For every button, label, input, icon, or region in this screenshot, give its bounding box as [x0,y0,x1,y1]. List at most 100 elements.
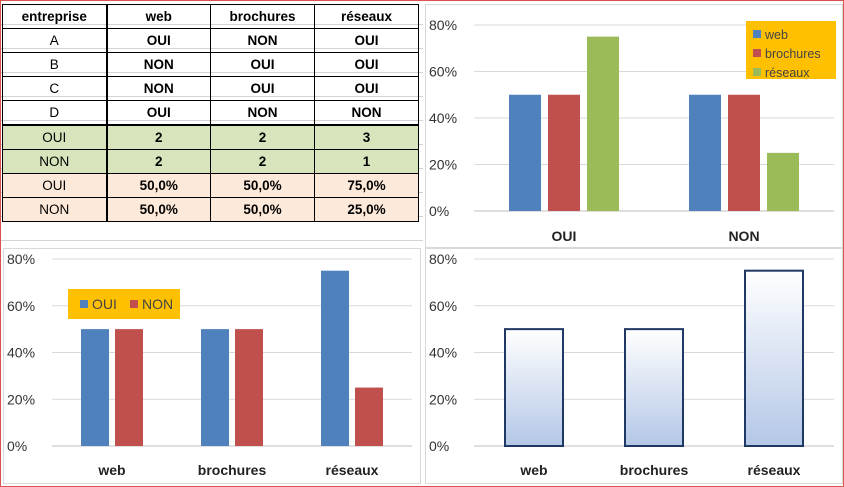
chart-by-channel[interactable]: 0% 20% 40% 60% 80% web brochures réseaux OUI NON [3,248,421,484]
legend-label: OUI [92,296,117,312]
x-tick-label: NON [728,228,759,244]
legend-swatch [80,300,88,308]
table-cell[interactable]: OUI [2,124,108,150]
count-row: NON 2 2 1 [2,149,419,174]
bar [321,270,349,446]
chart-svg: 0% 20% 40% 60% 80% web brochures réseaux [429,251,834,478]
y-tick-label: 0% [429,438,449,454]
legend-swatch [753,30,761,38]
table-cell[interactable]: 50,0% [106,173,211,198]
table-cell[interactable]: OUI [2,173,108,198]
table-cell[interactable]: OUI [314,28,419,53]
table-cell[interactable]: 25,0% [314,197,419,222]
bar [115,329,143,446]
x-tick-label: brochures [198,462,267,478]
y-tick-label: 20% [7,391,35,407]
table-row: A OUI NON OUI [2,28,419,53]
table-cell[interactable]: 50,0% [106,197,211,222]
table-cell[interactable]: 3 [314,124,419,150]
x-tick-label: web [519,462,547,478]
table-cell[interactable]: NON [106,52,211,77]
bar [744,269,804,447]
percent-row: NON 50,0% 50,0% 25,0% [2,197,419,222]
table-header-row: entreprise web brochures réseaux [2,4,419,29]
y-tick-label: 60% [429,64,457,80]
header-cell[interactable]: entreprise [2,4,108,29]
legend-label: réseaux [765,66,810,80]
table-row: B NON OUI OUI [2,52,419,77]
table-cell[interactable]: NON [314,100,419,126]
y-tick-label: 0% [7,438,27,454]
header-cell[interactable]: réseaux [314,4,419,29]
y-tick-label: 20% [429,157,457,173]
table-cell[interactable]: 2 [106,124,211,150]
table-cell[interactable]: OUI [106,28,211,53]
chart-svg: 0% 20% 40% 60% 80% OUI NON web brochures réseaux [429,17,836,244]
table-cell[interactable]: NON [210,100,315,126]
y-tick-label: 40% [429,345,457,361]
x-tick-label: web [97,462,125,478]
x-tick-label: OUI [552,228,577,244]
legend-swatch [753,49,761,57]
table-cell[interactable]: OUI [106,100,211,126]
legend-label: web [764,28,788,42]
table-cell[interactable]: 75,0% [314,173,419,198]
bar [689,94,721,211]
y-tick-label: 40% [429,110,457,126]
table-cell[interactable]: B [2,52,108,77]
table-cell[interactable]: NON [2,149,108,174]
table-cell[interactable]: OUI [210,76,315,101]
x-tick-label: réseaux [748,462,801,478]
bar [355,387,383,446]
table-cell[interactable]: NON [210,28,315,53]
x-tick-label: brochures [620,462,689,478]
y-tick-label: 40% [7,345,35,361]
count-row: OUI 2 2 3 [2,124,419,150]
y-tick-label: 20% [429,391,457,407]
table-cell[interactable]: OUI [210,52,315,77]
table-cell[interactable]: 50,0% [210,173,315,198]
bar [201,329,229,446]
y-tick-label: 80% [7,251,35,267]
bar [587,36,619,211]
table-cell[interactable]: 2 [210,149,315,174]
chart-svg: 0% 20% 40% 60% 80% web brochures réseaux OUI NON [7,251,412,478]
table-cell[interactable]: OUI [314,52,419,77]
y-tick-label: 60% [7,298,35,314]
table-cell[interactable]: 2 [210,124,315,150]
bar [235,329,263,446]
legend-swatch [753,68,761,76]
y-tick-label: 80% [429,17,457,33]
legend-label: NON [142,296,173,312]
table-cell[interactable]: C [2,76,108,101]
table-cell[interactable]: 1 [314,149,419,174]
header-cell[interactable]: web [106,4,211,29]
bar [548,94,580,211]
legend-label: brochures [765,47,821,61]
percent-row: OUI 50,0% 50,0% 75,0% [2,173,419,198]
table-cell[interactable]: 50,0% [210,197,315,222]
bar [624,328,684,447]
table-cell[interactable]: NON [2,197,108,222]
table-cell[interactable]: OUI [314,76,419,101]
header-cell[interactable]: brochures [210,4,315,29]
table-cell[interactable]: 2 [106,149,211,174]
bar [728,94,760,211]
chart-oui-non[interactable]: 0% 20% 40% 60% 80% OUI NON web brochures réseaux [425,4,843,248]
table-row: D OUI NON NON [2,100,419,126]
x-tick-label: réseaux [326,462,379,478]
table-cell[interactable]: D [2,100,108,126]
bar [509,94,541,211]
bar [504,328,564,447]
table-cell[interactable]: NON [106,76,211,101]
data-table: entreprise web brochures réseaux A OUI N… [2,4,419,222]
chart-oui-share[interactable]: 0% 20% 40% 60% 80% web brochures réseaux [425,248,843,484]
y-tick-label: 0% [429,203,449,219]
y-tick-label: 60% [429,298,457,314]
bar [81,329,109,446]
table-row: C NON OUI OUI [2,76,419,101]
table-cell[interactable]: A [2,28,108,53]
bar [767,152,799,211]
legend-swatch [130,300,138,308]
